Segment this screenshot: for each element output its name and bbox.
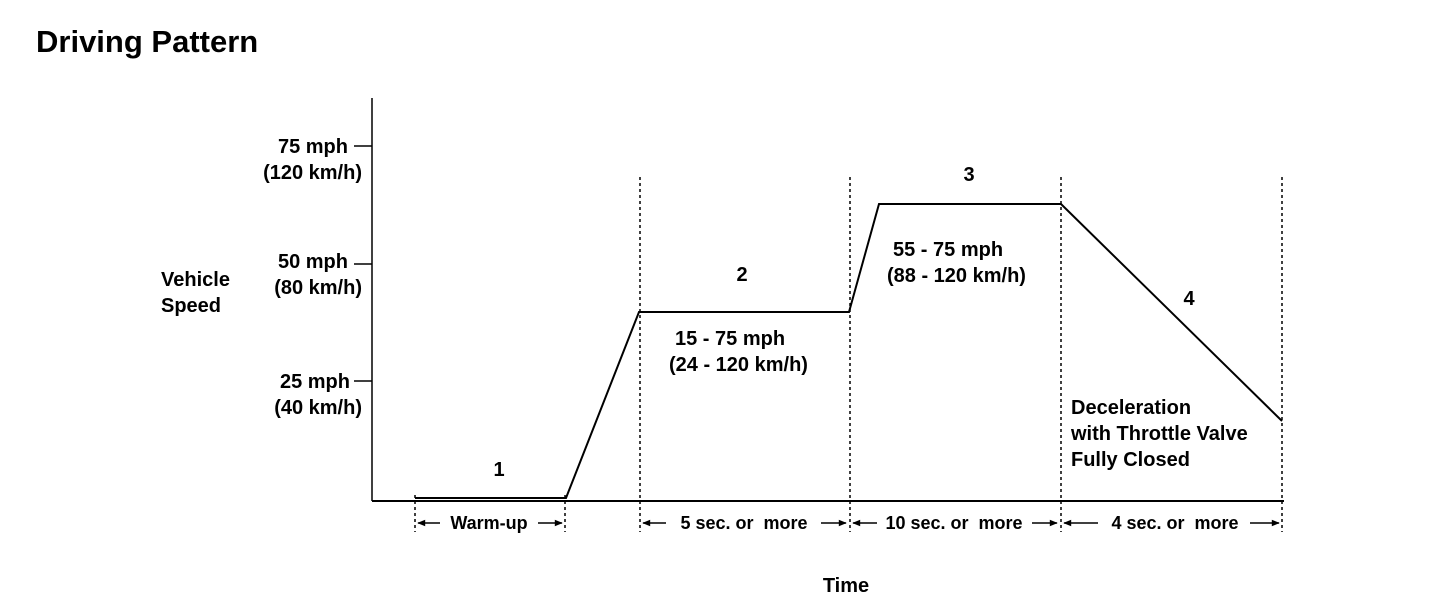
phase-number: 3 [963,164,974,186]
page-title: Driving Pattern [36,24,258,59]
y-tick-label-mph: 50 mph [278,251,348,273]
phase-number: 1 [493,459,504,481]
y-tick-label-kmh: (80 km/h) [274,277,362,299]
phase-speed-mph: 15 - 75 mph [675,328,785,350]
deceleration-note: Fully Closed [1071,449,1190,471]
phase-number: 2 [736,264,747,286]
y-tick-label-kmh: (40 km/h) [274,397,362,419]
deceleration-note: with Throttle Valve [1070,423,1248,445]
phase-duration: Warm-up [450,513,527,533]
speed-profile-line [415,203,1283,499]
y-tick-label-mph: 25 mph [280,371,350,393]
y-tick-label-mph: 75 mph [278,136,348,158]
phase-duration: 4 sec. or more [1111,513,1238,533]
phase-duration: 5 sec. or more [680,513,807,533]
deceleration-note: Deceleration [1071,397,1191,419]
phase-speed-kmh: (24 - 120 km/h) [669,354,808,376]
x-axis-label: Time [823,575,869,597]
y-axis-label: Speed [161,295,221,317]
phase-duration: 10 sec. or more [885,513,1022,533]
y-tick-label-kmh: (120 km/h) [263,162,362,184]
phase-speed-kmh: (88 - 120 km/h) [887,265,1026,287]
phase-number: 4 [1183,288,1195,310]
phase-speed-mph: 55 - 75 mph [893,239,1003,261]
y-axis-label: Vehicle [161,269,230,291]
